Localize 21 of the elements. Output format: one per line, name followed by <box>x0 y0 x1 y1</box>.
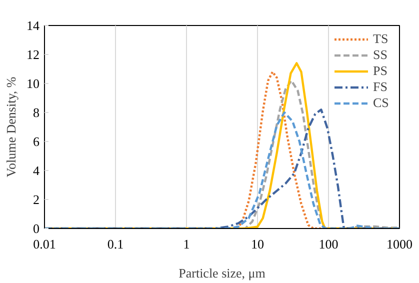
legend-label: FS <box>373 79 388 95</box>
x-tick-label: 1000 <box>386 236 412 252</box>
x-tick-label: 0.1 <box>107 236 124 252</box>
legend-label: CS <box>373 95 390 111</box>
y-tick-label: 0 <box>33 221 40 236</box>
x-tick-label: 0.01 <box>33 236 56 252</box>
x-tick-label: 1 <box>183 236 190 252</box>
legend-label: SS <box>373 47 388 63</box>
x-axis-title: Particle size, μm <box>178 266 266 280</box>
x-tick-label: 10 <box>251 236 264 252</box>
legend-label: PS <box>373 63 388 79</box>
y-tick-label: 4 <box>33 163 40 178</box>
y-axis-title: Volume Density, % <box>4 76 18 178</box>
y-tick-label: 8 <box>33 105 40 120</box>
y-tick-label: 14 <box>26 18 40 33</box>
y-tick-label: 12 <box>26 47 40 62</box>
y-tick-label: 2 <box>33 192 40 207</box>
legend-label: TS <box>373 31 390 47</box>
x-tick-label: 100 <box>318 236 338 252</box>
y-tick-label: 6 <box>33 134 40 149</box>
y-tick-label: 10 <box>26 76 40 91</box>
